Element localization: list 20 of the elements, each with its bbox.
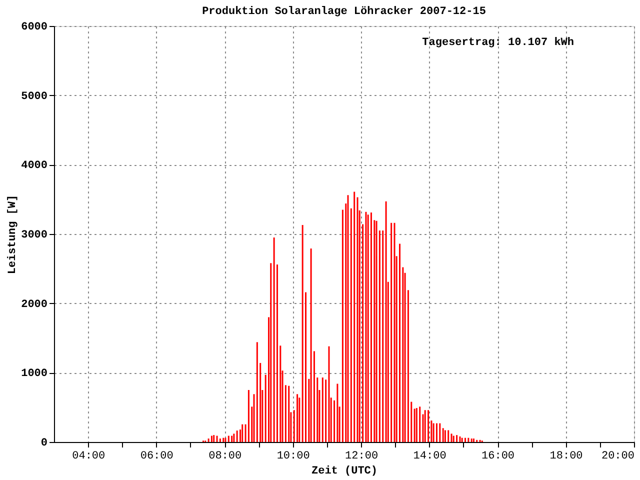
- x-tick-label: 06:00: [140, 450, 174, 462]
- x-tick-label: 08:00: [208, 450, 242, 462]
- annotation: Tagesertrag: 10.107 kWh: [422, 37, 574, 49]
- y-tick-label: 5000: [21, 90, 48, 103]
- y-tick-label: 6000: [21, 22, 48, 34]
- y-tick-label: 1000: [21, 368, 48, 380]
- x-tick-label: 20:00: [601, 450, 634, 462]
- x-tick-label: 18:00: [550, 450, 583, 462]
- x-tick-label: 04:00: [72, 450, 106, 462]
- chart-title: Produktion Solaranlage Löhracker 2007-12-15: [202, 6, 486, 18]
- y-tick-label: 2000: [21, 298, 48, 311]
- y-tick-label: 3000: [21, 230, 48, 242]
- x-tick-label: 12:00: [345, 450, 378, 462]
- x-tick-label: 14:00: [413, 450, 446, 462]
- y-tick-label: 4000: [21, 160, 48, 172]
- y-axis-title: Leistung [W]: [7, 194, 20, 274]
- y-tick-label: 0: [40, 438, 48, 450]
- x-tick-label: 16:00: [482, 450, 515, 462]
- x-axis-title: Zeit (UTC): [311, 466, 378, 478]
- x-tick-label: 10:00: [276, 450, 310, 462]
